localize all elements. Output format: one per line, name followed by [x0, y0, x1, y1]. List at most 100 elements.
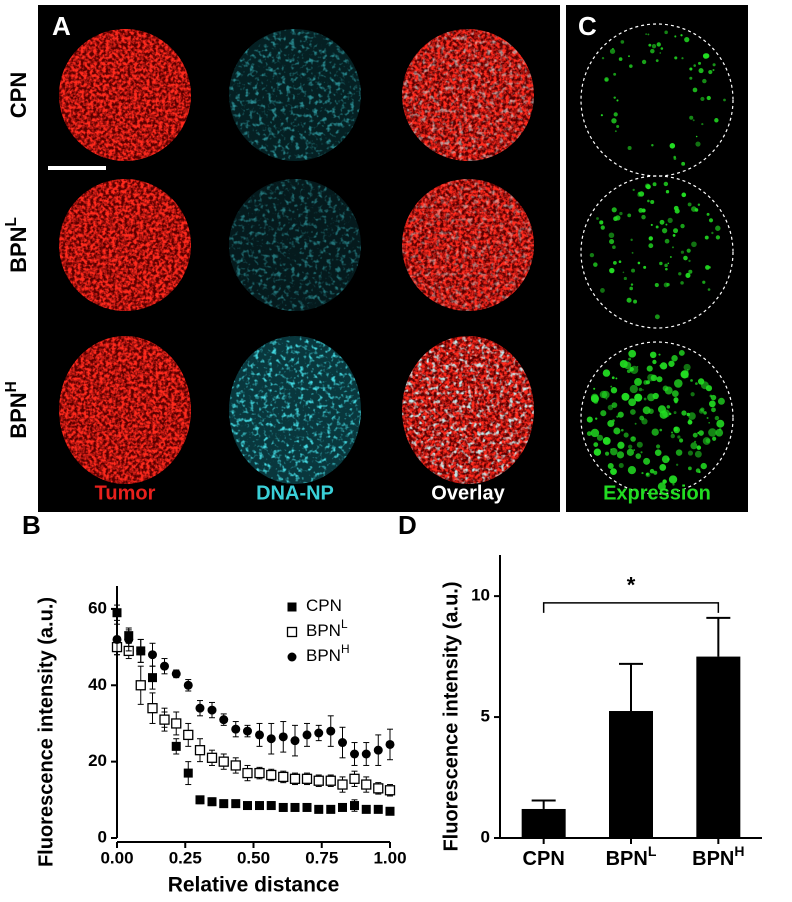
np-speckle	[402, 179, 534, 311]
point	[314, 728, 324, 738]
expression-spot	[604, 451, 610, 456]
expression-spot	[665, 190, 670, 194]
column-caption: Tumor	[95, 482, 156, 504]
expression-spot	[641, 59, 647, 65]
point	[206, 752, 218, 763]
expression-spot	[698, 61, 702, 65]
expression-spot	[655, 444, 661, 449]
point	[266, 769, 277, 781]
expression-spot	[645, 33, 648, 35]
point	[242, 726, 252, 736]
column-caption: Overlay	[431, 482, 505, 504]
point	[325, 775, 336, 786]
expression-spot	[628, 444, 633, 449]
expression-spot	[614, 130, 617, 133]
expression-spot	[689, 76, 693, 80]
point	[231, 724, 241, 734]
expression-spot	[618, 260, 622, 264]
expression-spot	[664, 386, 673, 395]
expression-spot	[697, 431, 700, 435]
expression-spot	[593, 448, 602, 456]
expression-spot	[666, 405, 671, 409]
expression-spot	[609, 48, 616, 54]
x-tick-label: 1.00	[373, 848, 406, 867]
expression-spot	[675, 449, 683, 456]
expression-spot	[648, 236, 654, 241]
expression-spot	[695, 382, 698, 385]
point	[326, 804, 336, 814]
expression-spot	[627, 145, 632, 151]
expression-spot	[716, 419, 725, 428]
point	[373, 804, 383, 814]
x-tick-label-base: CPN	[523, 848, 565, 870]
expression-spot	[651, 144, 654, 147]
expression-spot	[689, 115, 694, 120]
expression-spot	[710, 394, 717, 401]
point	[302, 802, 312, 812]
expression-spot	[647, 33, 650, 36]
expression-spot	[641, 208, 646, 213]
expression-spot	[669, 256, 672, 258]
expression-spot	[610, 385, 613, 388]
point	[171, 741, 181, 751]
point	[183, 729, 194, 741]
expression-spot	[630, 283, 634, 286]
expression-spot	[677, 435, 681, 439]
x-tick-label: 0.75	[305, 848, 338, 867]
expression-spot	[589, 252, 595, 258]
expression-spot	[684, 36, 690, 43]
expression-spot	[627, 466, 637, 475]
expression-spot	[669, 143, 676, 149]
expression-spot	[698, 430, 704, 436]
expression-spot	[708, 421, 710, 424]
expression-spot	[643, 397, 647, 401]
expression-spot	[652, 182, 657, 187]
expression-spot	[697, 203, 701, 206]
expression-spot	[623, 276, 627, 281]
expression-spot	[647, 393, 656, 402]
expression-spot	[586, 431, 592, 436]
expression-spot	[665, 223, 668, 226]
expression-spot	[626, 448, 634, 456]
expression-spot	[680, 370, 689, 379]
expression-spot	[643, 457, 651, 465]
point	[160, 661, 170, 671]
expression-spot	[613, 261, 617, 265]
y-tick-label: 20	[88, 751, 107, 770]
point	[171, 718, 182, 729]
expression-spot	[650, 223, 653, 227]
row-label-base: BPN	[6, 226, 31, 272]
expression-spot	[668, 412, 672, 416]
expression-spot	[596, 217, 599, 220]
point	[314, 804, 324, 814]
expression-spot	[620, 40, 625, 44]
expression-spot	[647, 199, 650, 203]
expression-spot	[700, 96, 705, 101]
point	[136, 646, 146, 656]
point	[171, 669, 181, 679]
error-bar	[531, 799, 556, 809]
expression-spot	[611, 118, 617, 124]
row-label-sup: L	[3, 217, 20, 226]
expression-spot	[590, 428, 600, 438]
expression-spot	[650, 48, 655, 54]
expression-spot	[678, 350, 685, 356]
row-label: BPNH	[3, 381, 31, 439]
expression-spot	[632, 188, 635, 192]
expression-spot	[698, 68, 704, 74]
expression-spot	[691, 206, 697, 212]
expression-spot	[663, 181, 669, 187]
expression-spot	[610, 387, 618, 394]
expression-spot	[683, 255, 688, 261]
expression-spot	[643, 265, 647, 269]
expression-spot	[667, 217, 673, 223]
error-bar	[706, 616, 731, 657]
expression-spot	[670, 433, 676, 439]
point	[373, 783, 384, 794]
np-speckle	[402, 336, 534, 484]
expression-spot	[664, 263, 668, 268]
point	[135, 680, 146, 691]
expression-spot	[681, 410, 687, 416]
expression-spot	[681, 192, 687, 198]
expression-spot	[645, 380, 650, 385]
